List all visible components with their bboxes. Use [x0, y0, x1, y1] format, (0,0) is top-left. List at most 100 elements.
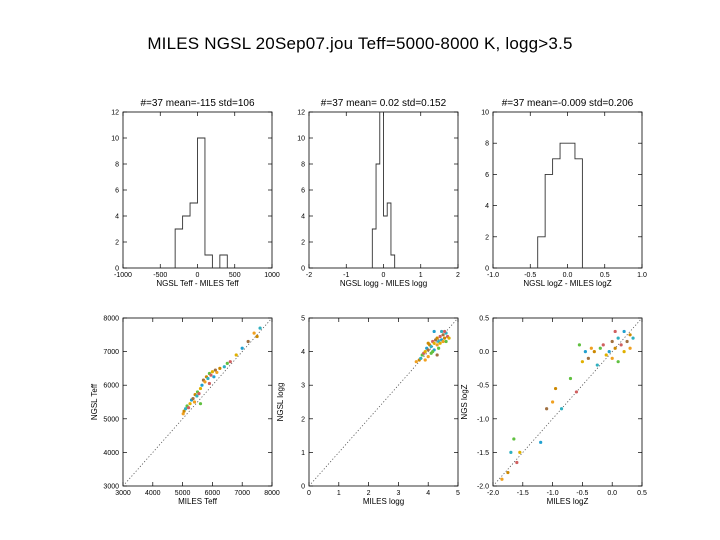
y-axis-label: NGS logZ [460, 384, 469, 419]
histogram-bar [220, 255, 227, 268]
data-point [613, 329, 617, 334]
data-point [432, 329, 436, 334]
data-point [622, 350, 626, 354]
data-point [183, 407, 188, 411]
data-point [539, 440, 543, 444]
histogram-bar [376, 164, 380, 268]
data-point [604, 353, 608, 357]
data-point [198, 402, 203, 406]
data-point [598, 346, 602, 350]
data-point [583, 350, 587, 354]
y-tick-label: 12 [297, 110, 305, 117]
data-point [619, 343, 623, 347]
y-tick-label: 8 [115, 162, 119, 169]
y-tick-label: 6000 [103, 383, 119, 390]
data-point [631, 336, 635, 340]
x-tick-label: -2 [306, 272, 312, 279]
y-tick-label: 2 [301, 240, 305, 247]
histogram-bar [560, 143, 567, 268]
x-axis-label: NGSL logZ - MILES logZ [523, 279, 611, 288]
x-tick-label: 8000 [264, 490, 280, 497]
data-point [182, 409, 186, 413]
data-point [500, 477, 504, 481]
y-tick-label: 5 [301, 316, 305, 323]
data-point [442, 329, 447, 334]
y-tick-label: 4000 [103, 450, 119, 457]
x-axis-label: NGSL logg - MILES logg [340, 279, 427, 288]
x-tick-label: -1 [343, 272, 349, 279]
y-tick-label: -0.5 [477, 383, 489, 390]
histogram-bar [205, 255, 212, 268]
histogram-bar [190, 203, 197, 268]
y-tick-label: 8 [485, 141, 489, 148]
data-point [186, 406, 191, 410]
x-tick-label: -2.0 [487, 490, 499, 497]
x-axis-label: MILES logg [363, 497, 404, 506]
x-tick-label: 0.0 [607, 490, 617, 497]
chart-panel-3: -1.0 -0.5 0.0 0.5 1.0 0 2 4 6 8 10 #=37 mean=-0.009… [481, 98, 647, 288]
data-point [515, 460, 519, 465]
data-point [414, 360, 418, 364]
data-point [610, 356, 614, 360]
x-tick-label: 0.5 [637, 490, 647, 497]
data-point [195, 394, 199, 398]
data-point [426, 348, 430, 352]
histogram-bar [575, 159, 582, 268]
one-to-one-line [308, 317, 459, 487]
x-tick-label: 5000 [175, 490, 191, 497]
one-to-one-line [492, 317, 643, 487]
data-point [551, 400, 555, 404]
x-tick-label: -1.5 [517, 490, 529, 497]
histogram-bar [183, 216, 190, 268]
x-axis-label: MILES Teff [178, 497, 218, 506]
data-point [559, 407, 564, 411]
data-point [426, 341, 430, 345]
data-point [438, 341, 442, 345]
data-point [568, 376, 573, 381]
data-point [586, 356, 590, 360]
data-point [207, 381, 212, 386]
data-point [574, 390, 579, 394]
y-tick-label: 4 [301, 214, 305, 221]
x-tick-label: 4000 [145, 490, 161, 497]
data-point [209, 373, 213, 377]
data-point [601, 343, 605, 347]
histogram-bar [391, 255, 395, 268]
x-axis-label: NGSL Teff - MILES Teff [156, 279, 239, 288]
x-axis-label: MILES logZ [547, 497, 589, 506]
data-point [506, 470, 510, 475]
data-point [192, 400, 197, 404]
x-tick-label: 1 [419, 272, 423, 279]
x-tick-label: -0.5 [524, 272, 536, 279]
data-point [429, 344, 433, 349]
y-tick-label: 6 [485, 172, 489, 179]
y-tick-label: 10 [297, 136, 305, 143]
y-axis-label: NGSL Teff [90, 383, 99, 420]
y-tick-label: 6 [115, 188, 119, 195]
data-point [423, 350, 427, 354]
data-point [440, 329, 444, 334]
axes-frame [122, 317, 273, 487]
y-tick-label: 1 [301, 450, 305, 457]
y-tick-label: 2 [485, 234, 489, 241]
x-tick-label: -0.5 [576, 490, 588, 497]
data-point [203, 380, 207, 384]
data-point [218, 366, 222, 370]
panel-title: #=37 mean=-115 std=106 [140, 98, 255, 109]
data-point [255, 334, 259, 339]
chart-panel-5: 0 1 2 3 4 5 0 1 2 3 4 5 MILES logg NGSL logg [276, 316, 460, 507]
y-tick-label: 4 [115, 214, 119, 221]
data-point [228, 360, 232, 364]
x-tick-label: 2 [456, 272, 460, 279]
histogram-outline [537, 142, 590, 269]
one-to-one-line [122, 317, 273, 487]
y-tick-label: 6 [301, 188, 305, 195]
y-tick-label: 5000 [103, 416, 119, 423]
data-point [512, 437, 516, 441]
x-tick-label: 6000 [205, 490, 221, 497]
y-tick-label: 0 [301, 484, 305, 491]
histogram-bar [384, 216, 388, 268]
data-point [181, 412, 185, 416]
x-tick-label: 500 [229, 272, 241, 279]
